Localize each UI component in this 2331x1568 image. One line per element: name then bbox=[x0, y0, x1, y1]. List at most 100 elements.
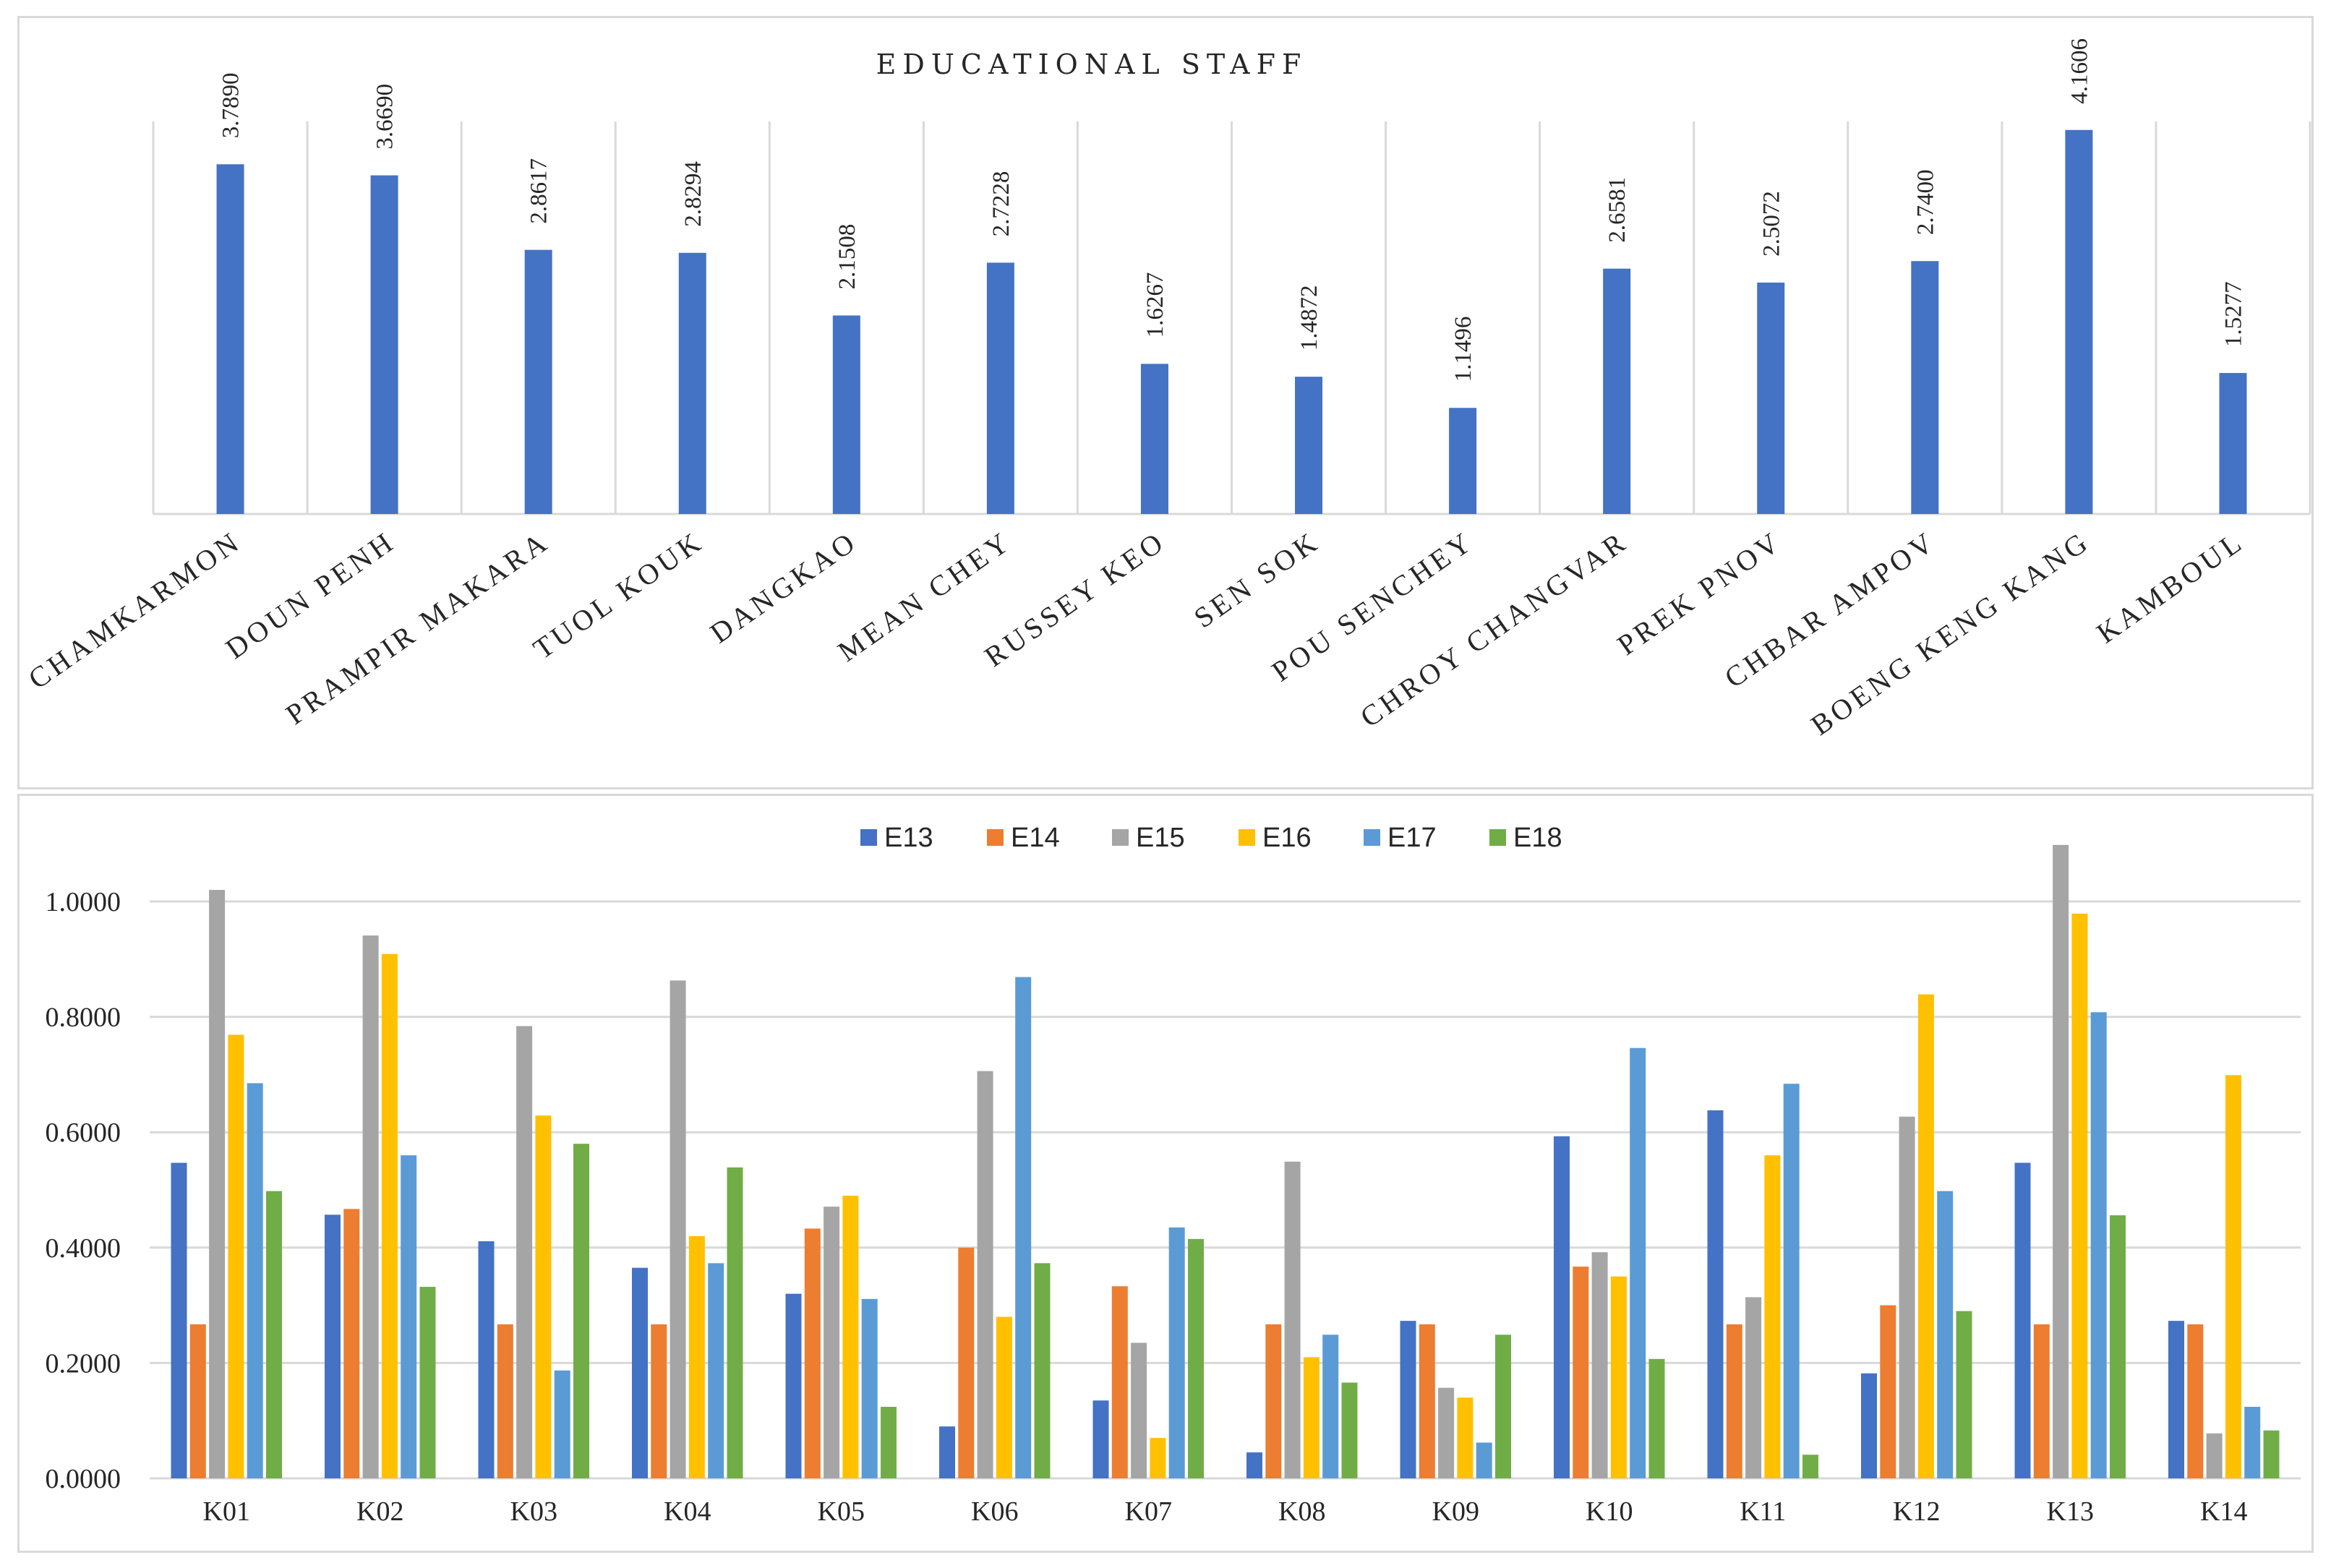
bar-k03-e16 bbox=[535, 1115, 552, 1478]
indicator-grouped-bar-chart: 0.0000 0.2000 0.4000 0.6000 0.8000 1.0000 K01… bbox=[46, 823, 2301, 1527]
bar-k05-e14 bbox=[804, 1228, 821, 1478]
bar-k12-e13 bbox=[1861, 1373, 1877, 1478]
bar-k13-e18 bbox=[2110, 1215, 2126, 1478]
data-label: 2.6581 bbox=[1604, 177, 1630, 243]
bar-k03-e17 bbox=[554, 1370, 570, 1478]
data-label: 2.1508 bbox=[834, 224, 860, 290]
data-label: 1.4872 bbox=[1296, 285, 1322, 351]
bar-k10-e18 bbox=[1648, 1358, 1665, 1478]
bar-k08-e14 bbox=[1265, 1324, 1282, 1478]
legend-label: E18 bbox=[1513, 823, 1562, 853]
bar-k07-e17 bbox=[1168, 1227, 1185, 1478]
bar-k01-e13 bbox=[171, 1162, 187, 1478]
bar-k03-e13 bbox=[478, 1241, 495, 1478]
legend-swatch-e14 bbox=[987, 829, 1004, 846]
bar-k13-e17 bbox=[2090, 1012, 2107, 1478]
y-tick-label: 1.0000 bbox=[46, 887, 121, 917]
educational-staff-chart: 3.7890 3.6690 2.8617 2.8294 2.1508 2.7228 1.62… bbox=[22, 38, 2311, 742]
data-label: 1.5277 bbox=[2220, 281, 2246, 347]
bar-k03-e18 bbox=[573, 1144, 589, 1478]
bar-chamkarmon bbox=[216, 164, 244, 514]
legend-swatch-e13 bbox=[860, 829, 877, 846]
bar-kamboul bbox=[2219, 372, 2247, 514]
bar-pou-senchey bbox=[1449, 408, 1477, 514]
bar-k07-e13 bbox=[1092, 1400, 1109, 1478]
legend-swatch-e15 bbox=[1112, 829, 1129, 846]
bar-k13-e13 bbox=[2014, 1162, 2031, 1478]
y-tick-label: 0.6000 bbox=[46, 1118, 121, 1148]
x-tick-label: K11 bbox=[1740, 1496, 1786, 1527]
legend-label: E17 bbox=[1387, 823, 1437, 853]
bar-k13-e15 bbox=[2053, 844, 2069, 1478]
category-label: CHROY CHANGVAR bbox=[1354, 525, 1633, 734]
legend-swatch-e17 bbox=[1364, 829, 1380, 846]
bar-k08-e16 bbox=[1303, 1357, 1320, 1478]
category-label: TUOL KOUK bbox=[527, 525, 709, 666]
x-tick-label: K12 bbox=[1893, 1496, 1940, 1527]
bar-k06-e17 bbox=[1015, 977, 1032, 1478]
legend-label: E15 bbox=[1136, 823, 1185, 853]
bar-k10-e13 bbox=[1554, 1136, 1570, 1478]
bar-k06-e18 bbox=[1034, 1263, 1051, 1478]
chart-title: EDUCATIONAL STAFF bbox=[876, 48, 1308, 80]
bar-k12-e16 bbox=[1917, 994, 1934, 1478]
bar-k01-e18 bbox=[266, 1191, 282, 1478]
bar-k09-e18 bbox=[1495, 1334, 1511, 1478]
data-label: 4.1606 bbox=[2066, 38, 2092, 104]
bar-k02-e17 bbox=[401, 1155, 417, 1478]
bar-k08-e15 bbox=[1284, 1161, 1301, 1478]
bar-doun-penh bbox=[370, 175, 398, 514]
bar-k11-e16 bbox=[1764, 1155, 1781, 1478]
bar-k10-e17 bbox=[1630, 1048, 1646, 1478]
bar-k14-e15 bbox=[2206, 1433, 2223, 1478]
bar-russey-keo bbox=[1140, 364, 1168, 514]
bar-k09-e16 bbox=[1457, 1397, 1474, 1478]
y-tick-label: 0.2000 bbox=[46, 1348, 121, 1379]
bar-k06-e16 bbox=[996, 1316, 1012, 1478]
bar-k06-e14 bbox=[958, 1247, 975, 1478]
bar-k01-e16 bbox=[228, 1034, 244, 1478]
bar-k02-e16 bbox=[381, 954, 398, 1478]
bar-k01-e15 bbox=[209, 890, 226, 1478]
bar-k09-e14 bbox=[1419, 1324, 1435, 1478]
bar-k03-e15 bbox=[516, 1026, 533, 1478]
bar-k11-e14 bbox=[1726, 1324, 1742, 1478]
bar-k12-e15 bbox=[1899, 1116, 1915, 1478]
bar-k11-e15 bbox=[1745, 1297, 1762, 1478]
category-label: BOENG KENG KANG bbox=[1805, 525, 2095, 742]
data-label: 2.7400 bbox=[1912, 169, 1938, 235]
indicator-chart-panel: 0.0000 0.2000 0.4000 0.6000 0.8000 1.0000 K01… bbox=[17, 794, 2314, 1553]
bar-k14-e18 bbox=[2263, 1430, 2280, 1478]
x-tick-label: K10 bbox=[1586, 1496, 1633, 1527]
bar-k04-e14 bbox=[651, 1324, 667, 1478]
category-label: KAMBOUL bbox=[2090, 525, 2249, 650]
x-tick-label: K06 bbox=[971, 1496, 1018, 1527]
bar-k11-e13 bbox=[1707, 1110, 1724, 1478]
bar-k13-e14 bbox=[2033, 1324, 2050, 1478]
legend-swatch-e18 bbox=[1489, 829, 1506, 846]
data-label: 1.6267 bbox=[1142, 273, 1168, 338]
bar-k05-e16 bbox=[842, 1195, 859, 1478]
bar-k05-e13 bbox=[785, 1293, 802, 1478]
bar-k05-e17 bbox=[861, 1298, 878, 1478]
legend-label: E13 bbox=[884, 823, 933, 853]
bar-k12-e17 bbox=[1937, 1191, 1954, 1478]
bar-k05-e18 bbox=[881, 1407, 897, 1478]
bar-k11-e18 bbox=[1802, 1455, 1818, 1478]
data-label: 2.7228 bbox=[988, 171, 1014, 237]
bar-k08-e18 bbox=[1341, 1382, 1358, 1478]
bar-k04-e17 bbox=[708, 1263, 724, 1478]
y-tick-label: 0.0000 bbox=[46, 1464, 121, 1494]
bar-k12-e18 bbox=[1956, 1311, 1972, 1478]
legend-label: E14 bbox=[1011, 823, 1060, 853]
bar-k10-e16 bbox=[1610, 1276, 1627, 1478]
bar-prek-pnov bbox=[1757, 282, 1785, 514]
bar-k10-e14 bbox=[1573, 1267, 1589, 1478]
y-tick-label: 0.8000 bbox=[46, 1003, 121, 1033]
educational-staff-chart-panel: 3.7890 3.6690 2.8617 2.8294 2.1508 2.7228 1.62… bbox=[17, 16, 2314, 789]
bar-k04-e13 bbox=[632, 1267, 648, 1478]
legend-swatch-e16 bbox=[1239, 829, 1255, 846]
bar-k07-e15 bbox=[1131, 1342, 1147, 1478]
data-label: 3.7890 bbox=[218, 72, 244, 138]
bar-k10-e15 bbox=[1591, 1252, 1608, 1478]
